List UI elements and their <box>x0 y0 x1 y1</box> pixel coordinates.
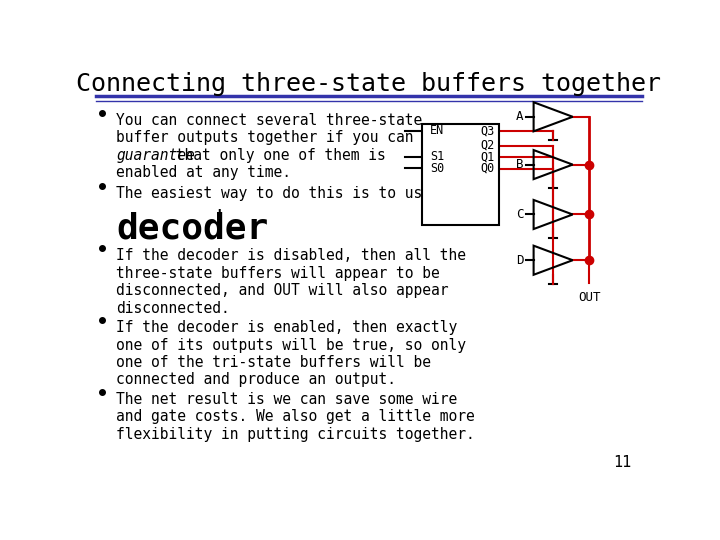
FancyBboxPatch shape <box>422 124 499 225</box>
Text: Q3: Q3 <box>480 124 495 137</box>
Text: one of its outputs will be true, so only: one of its outputs will be true, so only <box>116 338 467 353</box>
Text: enabled at any time.: enabled at any time. <box>116 165 291 180</box>
Text: OUT: OUT <box>578 291 600 303</box>
Text: C: C <box>516 208 523 221</box>
Text: one of the tri-state buffers will be: one of the tri-state buffers will be <box>116 355 431 370</box>
Text: flexibility in putting circuits together.: flexibility in putting circuits together… <box>116 427 475 442</box>
Text: You can connect several three-state: You can connect several three-state <box>116 113 423 127</box>
Text: Q0: Q0 <box>480 162 495 175</box>
Text: and gate costs. We also get a little more: and gate costs. We also get a little mor… <box>116 409 475 424</box>
Text: The easiest way to do this is to use a: The easiest way to do this is to use a <box>116 186 449 201</box>
Text: three-state buffers will appear to be: three-state buffers will appear to be <box>116 266 440 281</box>
Text: B: B <box>516 158 523 171</box>
Text: connected and produce an output.: connected and produce an output. <box>116 373 396 388</box>
Text: Connecting three-state buffers together: Connecting three-state buffers together <box>76 71 662 96</box>
Text: The net result is we can save some wire: The net result is we can save some wire <box>116 392 457 407</box>
Text: Q1: Q1 <box>480 150 495 163</box>
Text: decoder: decoder <box>116 212 269 246</box>
Text: disconnected, and OUT will also appear: disconnected, and OUT will also appear <box>116 283 449 298</box>
Text: 11: 11 <box>613 455 631 470</box>
Text: buffer outputs together if you can: buffer outputs together if you can <box>116 130 414 145</box>
Text: If the decoder is disabled, then all the: If the decoder is disabled, then all the <box>116 248 467 263</box>
Text: that only one of them is: that only one of them is <box>167 147 386 163</box>
Text: A: A <box>516 110 523 123</box>
Text: Q2: Q2 <box>480 139 495 152</box>
Text: EN: EN <box>430 124 444 137</box>
Text: !: ! <box>212 210 225 230</box>
Text: guarantee: guarantee <box>116 147 195 163</box>
Text: S0: S0 <box>430 162 444 175</box>
Text: D: D <box>516 254 523 267</box>
Text: If the decoder is enabled, then exactly: If the decoder is enabled, then exactly <box>116 320 457 335</box>
Text: disconnected.: disconnected. <box>116 301 230 315</box>
Text: S1: S1 <box>430 150 444 163</box>
